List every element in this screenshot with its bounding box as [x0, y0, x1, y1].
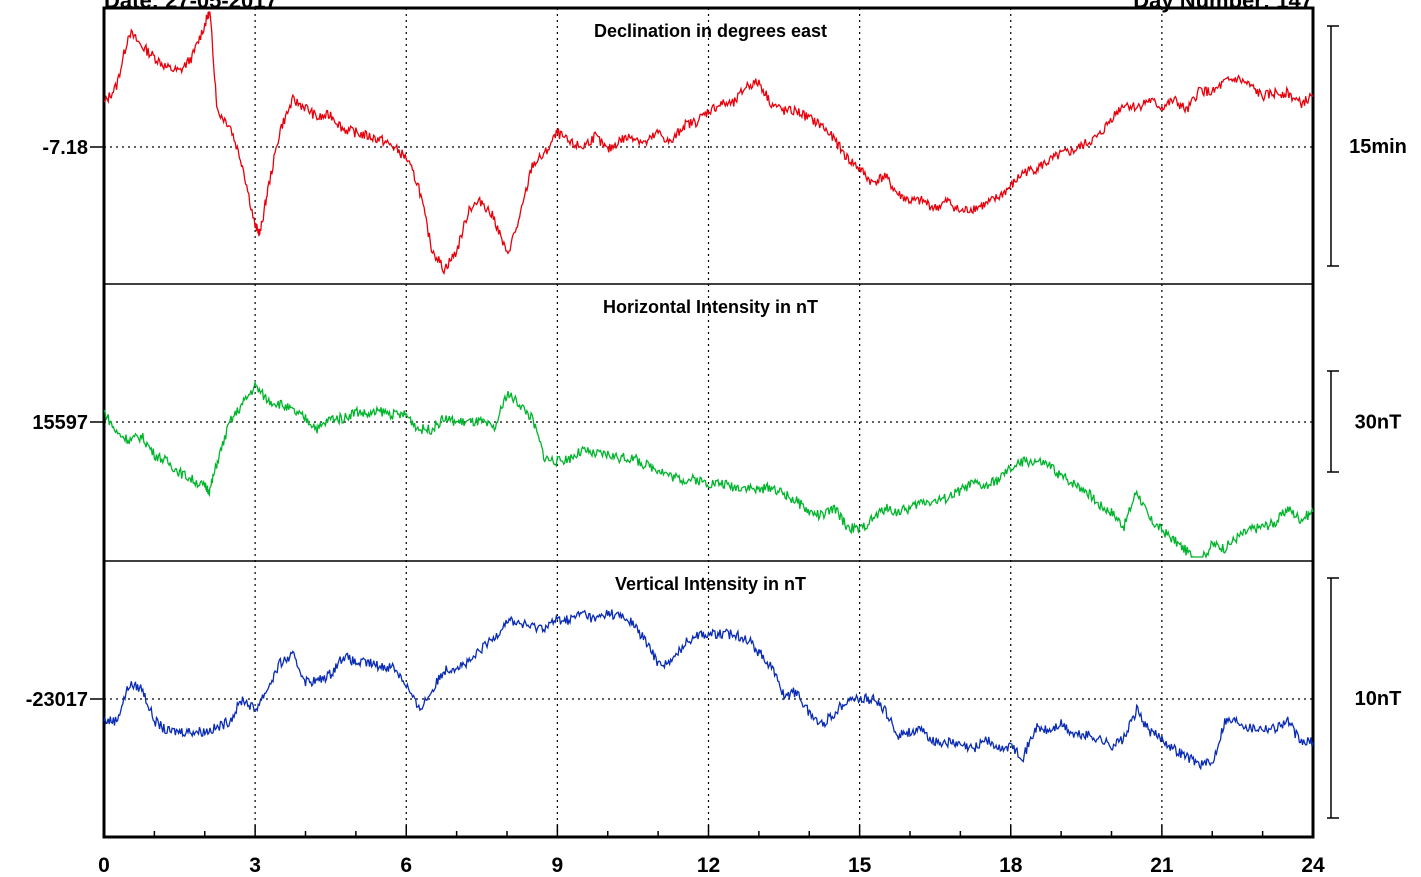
panel-title: Declination in degrees east	[594, 21, 827, 41]
scale-label: 15min	[1349, 136, 1407, 158]
x-tick-label: 9	[552, 854, 564, 877]
baseline-label: -23017	[26, 689, 88, 711]
x-tick-label: 21	[1150, 854, 1174, 877]
baseline-label: 15597	[32, 412, 88, 434]
series-line-vertical	[103, 609, 1314, 771]
panel-title: Vertical Intensity in nT	[615, 574, 806, 594]
x-tick-label: 12	[697, 854, 720, 877]
x-tick-label: 3	[249, 854, 261, 877]
x-tick-label: 18	[999, 854, 1023, 877]
panel-title: Horizontal Intensity in nT	[603, 297, 818, 317]
x-tick-label: 15	[848, 854, 872, 877]
x-tick-label: 0	[98, 854, 110, 877]
baseline-label: -7.18	[42, 137, 88, 159]
scale-label: 30nT	[1355, 412, 1402, 434]
series-line-horizontal	[103, 380, 1314, 560]
x-tick-label: 24	[1301, 854, 1325, 877]
x-tick-label: 6	[400, 854, 412, 877]
series-line-declination	[104, 11, 1314, 275]
scale-label: 10nT	[1355, 688, 1402, 710]
